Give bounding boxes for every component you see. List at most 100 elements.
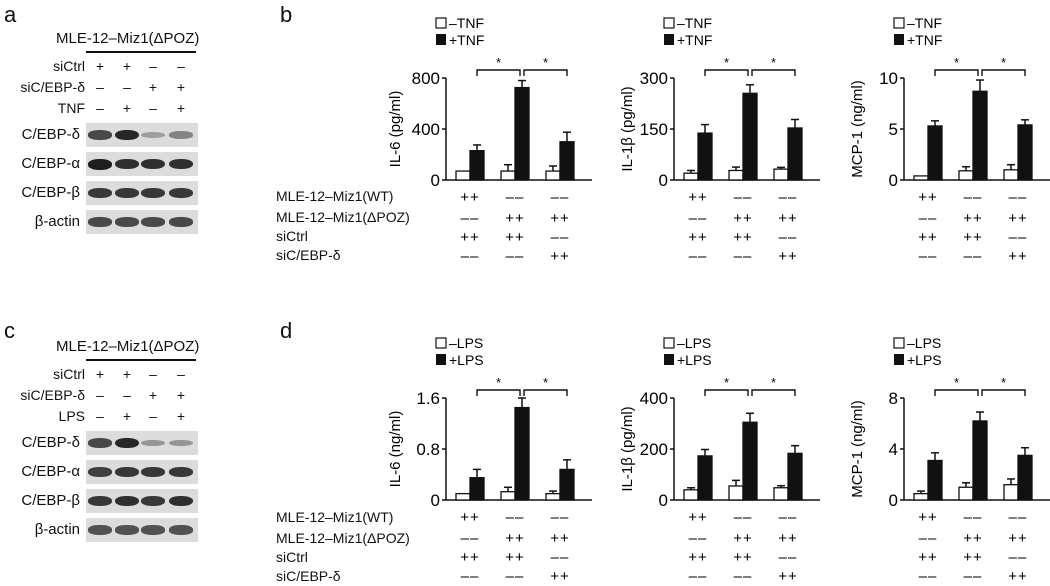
blot-sign: + bbox=[176, 79, 186, 95]
blot-band bbox=[115, 437, 139, 449]
blot-title-underline bbox=[86, 359, 196, 361]
significance-star: * bbox=[724, 55, 729, 70]
condition-row-label: MLE-12–Miz1(ΔPOZ) bbox=[276, 209, 410, 225]
condition-sign: –– bbox=[1009, 229, 1028, 246]
blot-condition-label: TNF bbox=[57, 100, 85, 116]
blot-sign: + bbox=[122, 366, 132, 382]
condition-sign: –– bbox=[964, 509, 983, 526]
significance-bracket bbox=[704, 69, 749, 76]
bar-treated bbox=[787, 127, 803, 181]
condition-row-label: siCtrl bbox=[276, 549, 308, 565]
legend-label: –LPS bbox=[449, 335, 483, 351]
significance-star: * bbox=[496, 55, 501, 70]
significance-star: * bbox=[724, 375, 729, 390]
y-tick-label: 0 bbox=[889, 171, 898, 190]
bar-treated bbox=[927, 125, 943, 181]
blot-band bbox=[169, 439, 193, 447]
condition-sign: –– bbox=[779, 549, 798, 566]
significance-bracket bbox=[751, 69, 796, 76]
blot-sign: – bbox=[96, 100, 104, 116]
legend-label: –TNF bbox=[907, 15, 942, 31]
condition-sign: ++ bbox=[688, 189, 708, 206]
blot-band bbox=[169, 187, 193, 199]
significance-star: * bbox=[543, 55, 548, 70]
blot-band bbox=[115, 217, 139, 227]
y-axis-label: IL-6 (pg/ml) bbox=[387, 91, 404, 168]
y-tick-label: 300 bbox=[640, 69, 668, 88]
blot-sign: + bbox=[176, 408, 186, 424]
legend-filled-swatch bbox=[894, 354, 904, 365]
condition-sign: ++ bbox=[963, 549, 983, 566]
y-tick-label: 0 bbox=[659, 171, 668, 190]
bar-treated bbox=[1017, 454, 1033, 501]
condition-sign: –– bbox=[506, 248, 525, 265]
blot-band bbox=[115, 129, 139, 141]
condition-sign: –– bbox=[919, 568, 938, 582]
condition-sign: –– bbox=[506, 568, 525, 582]
blot-band bbox=[88, 187, 112, 199]
significance-star: * bbox=[954, 55, 959, 70]
condition-sign: ++ bbox=[460, 229, 480, 246]
legend-label: –TNF bbox=[449, 15, 484, 31]
condition-sign: ++ bbox=[778, 568, 798, 582]
bar-treated bbox=[514, 406, 530, 501]
condition-sign: –– bbox=[964, 189, 983, 206]
y-axis-label: MCP-1 (ng/ml) bbox=[849, 400, 866, 498]
bar-untreated bbox=[958, 170, 974, 181]
condition-sign: –– bbox=[551, 509, 570, 526]
bar-untreated bbox=[773, 487, 789, 501]
blot-band bbox=[169, 466, 193, 478]
blot-band bbox=[169, 131, 193, 139]
y-tick-label: 8 bbox=[889, 389, 898, 408]
y-axis-label: IL-6 (ng/ml) bbox=[387, 411, 404, 488]
condition-sign: ++ bbox=[505, 549, 525, 566]
blot-sign: – bbox=[177, 366, 185, 382]
significance-star: * bbox=[771, 375, 776, 390]
legend-open-swatch bbox=[893, 17, 905, 29]
y-tick-label: 1.6 bbox=[416, 389, 440, 408]
y-tick-label: 0.8 bbox=[416, 440, 440, 459]
legend-label: +LPS bbox=[677, 352, 712, 368]
blot-condition-label: siCtrl bbox=[53, 366, 85, 382]
bar-untreated bbox=[455, 492, 471, 501]
condition-sign: –– bbox=[919, 248, 938, 265]
legend-open-swatch bbox=[435, 337, 447, 349]
blot-band bbox=[115, 466, 139, 478]
blot-sign: – bbox=[149, 408, 157, 424]
significance-bracket bbox=[704, 389, 749, 396]
condition-sign: –– bbox=[461, 248, 480, 265]
blot-band bbox=[141, 131, 165, 139]
blot-condition-label: LPS bbox=[58, 408, 85, 424]
blot-sign: + bbox=[176, 100, 186, 116]
legend-label: +TNF bbox=[907, 32, 942, 48]
legend-label: –LPS bbox=[907, 335, 941, 351]
condition-sign: –– bbox=[551, 229, 570, 246]
chart-mcp1-tnf: –TNF+TNF 0 5 10 MCP-1 (ng/ml) * * ++ –– –– –– ++ ++ +… bbox=[849, 15, 1050, 265]
condition-sign: –– bbox=[689, 248, 708, 265]
blot-band bbox=[169, 158, 193, 170]
condition-sign: ++ bbox=[1008, 210, 1028, 227]
condition-sign: ++ bbox=[778, 530, 798, 547]
condition-sign: ++ bbox=[460, 509, 480, 526]
significance-bracket bbox=[981, 389, 1026, 396]
bar-untreated bbox=[728, 485, 744, 501]
significance-bracket bbox=[981, 69, 1026, 76]
bar-untreated bbox=[913, 175, 929, 181]
significance-star: * bbox=[954, 375, 959, 390]
blot-sign: – bbox=[177, 58, 185, 74]
blot-band bbox=[115, 158, 139, 170]
condition-row-label: MLE-12–Miz1(WT) bbox=[276, 188, 394, 204]
bar-untreated bbox=[958, 486, 974, 501]
bar-treated bbox=[697, 132, 713, 181]
bar-untreated bbox=[455, 170, 471, 181]
blot-band bbox=[88, 467, 112, 477]
condition-sign: ++ bbox=[1008, 568, 1028, 582]
legend-open-swatch bbox=[893, 337, 905, 349]
condition-sign: –– bbox=[734, 189, 753, 206]
y-axis-label: IL-1β (pg/ml) bbox=[619, 406, 636, 491]
condition-sign: ++ bbox=[505, 210, 525, 227]
legend-filled-swatch bbox=[664, 34, 674, 45]
bar-untreated bbox=[728, 169, 744, 181]
y-tick-label: 10 bbox=[879, 69, 898, 88]
